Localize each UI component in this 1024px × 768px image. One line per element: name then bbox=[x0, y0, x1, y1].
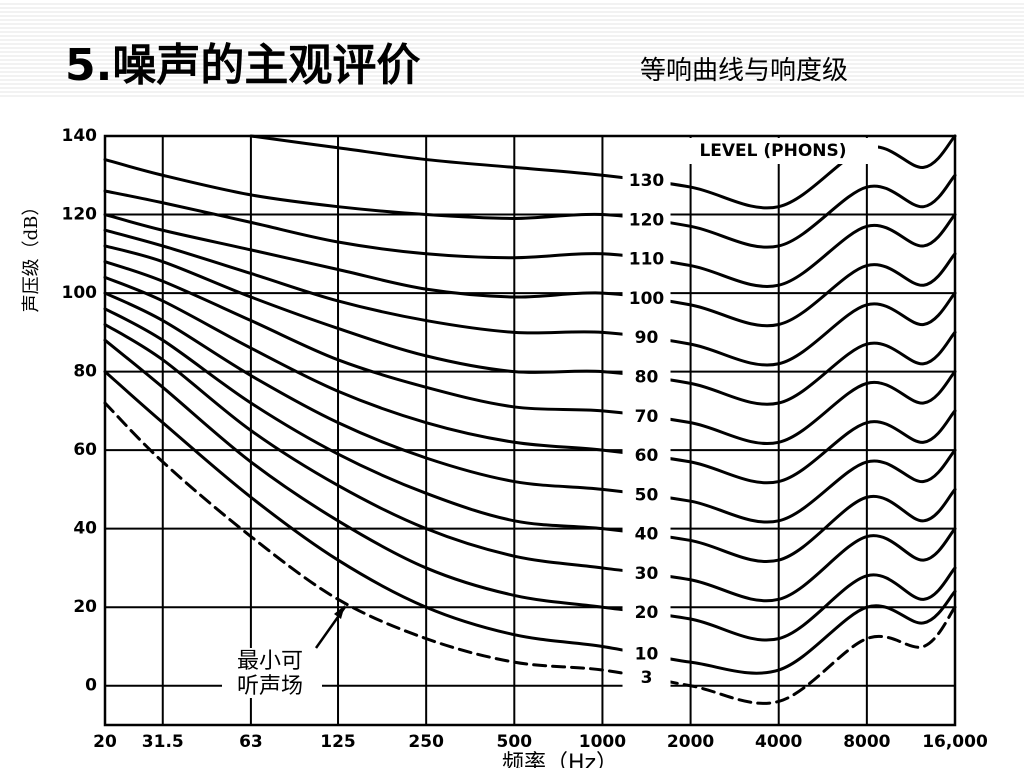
x-tick-label: 2000 bbox=[667, 732, 714, 752]
curve-label: 70 bbox=[635, 407, 659, 427]
curve bbox=[103, 401, 957, 705]
x-tick-label: 4000 bbox=[755, 732, 802, 752]
y-tick-label: 40 bbox=[73, 519, 97, 539]
curve-label-bg bbox=[622, 367, 671, 388]
annotation: 最小可 bbox=[237, 649, 303, 674]
curve-label-bg bbox=[622, 446, 671, 467]
curve-label-bg bbox=[622, 171, 671, 192]
curve bbox=[103, 158, 957, 249]
slide-title: 5.噪声的主观评价 bbox=[65, 40, 420, 91]
curve bbox=[103, 307, 957, 563]
curve-label: 40 bbox=[635, 525, 659, 545]
curve-label-bg bbox=[622, 249, 671, 270]
x-tick-label: 500 bbox=[497, 732, 533, 752]
curve-label-bg bbox=[622, 210, 671, 231]
curve-label-bg bbox=[622, 328, 671, 349]
curve-label: 60 bbox=[635, 446, 659, 466]
x-tick-label: 1000 bbox=[579, 732, 626, 752]
curve-label: 80 bbox=[635, 367, 659, 387]
y-tick-label: 140 bbox=[62, 126, 98, 146]
slide-subtitle: 等响曲线与响度级 bbox=[640, 56, 848, 86]
curve-label-bg bbox=[622, 667, 671, 688]
x-tick-label: 250 bbox=[408, 732, 444, 752]
y-tick-label: 120 bbox=[62, 205, 98, 225]
curve-label-bg bbox=[622, 485, 671, 506]
curve-label: 3 bbox=[641, 668, 653, 688]
curve-label-bg bbox=[622, 644, 671, 665]
curve-label-bg bbox=[622, 524, 671, 545]
x-tick-label: 20 bbox=[93, 732, 117, 752]
annotation: 听声场 bbox=[237, 674, 303, 699]
y-axis-label: 声压级（dB） bbox=[21, 198, 42, 313]
curve-label: 100 bbox=[629, 289, 665, 309]
curve-label: 130 bbox=[629, 171, 665, 191]
curve-label-bg bbox=[622, 406, 671, 427]
curve bbox=[103, 213, 957, 328]
curve-label: 30 bbox=[635, 564, 659, 584]
legend-box bbox=[668, 138, 878, 164]
arrow-head bbox=[334, 605, 345, 619]
x-tick-label: 63 bbox=[239, 732, 263, 752]
y-tick-label: 60 bbox=[73, 440, 97, 460]
y-tick-label: 80 bbox=[73, 362, 97, 382]
header-stripes bbox=[0, 3, 1024, 97]
curve-label: 110 bbox=[629, 250, 665, 270]
x-tick-label: 8000 bbox=[843, 732, 890, 752]
curve bbox=[103, 260, 957, 445]
curve-label-bg bbox=[622, 563, 671, 584]
x-tick-label: 31.5 bbox=[142, 732, 184, 752]
curve bbox=[103, 244, 957, 406]
x-axis-label: 频率（Hz） bbox=[502, 751, 618, 768]
curve bbox=[103, 291, 957, 524]
curve-label: 120 bbox=[629, 210, 665, 230]
curve bbox=[103, 275, 957, 485]
curve bbox=[103, 228, 957, 367]
curve-label: 50 bbox=[635, 485, 659, 505]
curve-label: 10 bbox=[635, 644, 659, 664]
curve-label-bg bbox=[622, 603, 671, 624]
curve bbox=[103, 370, 957, 675]
curve bbox=[103, 338, 957, 642]
y-tick-label: 0 bbox=[85, 676, 97, 696]
curve-label-bg bbox=[622, 288, 671, 309]
plot-area bbox=[103, 134, 957, 727]
y-tick-label: 20 bbox=[73, 597, 97, 617]
curve-label: 90 bbox=[635, 328, 659, 348]
y-tick-label: 100 bbox=[62, 283, 98, 303]
curve bbox=[103, 322, 957, 603]
x-tick-label: 125 bbox=[320, 732, 356, 752]
x-tick-label: 16,000 bbox=[922, 732, 988, 752]
curve-label: 20 bbox=[635, 603, 659, 623]
curve bbox=[103, 189, 957, 288]
legend-title: LEVEL (PHONS) bbox=[699, 141, 846, 161]
annotation-bg bbox=[222, 648, 322, 698]
